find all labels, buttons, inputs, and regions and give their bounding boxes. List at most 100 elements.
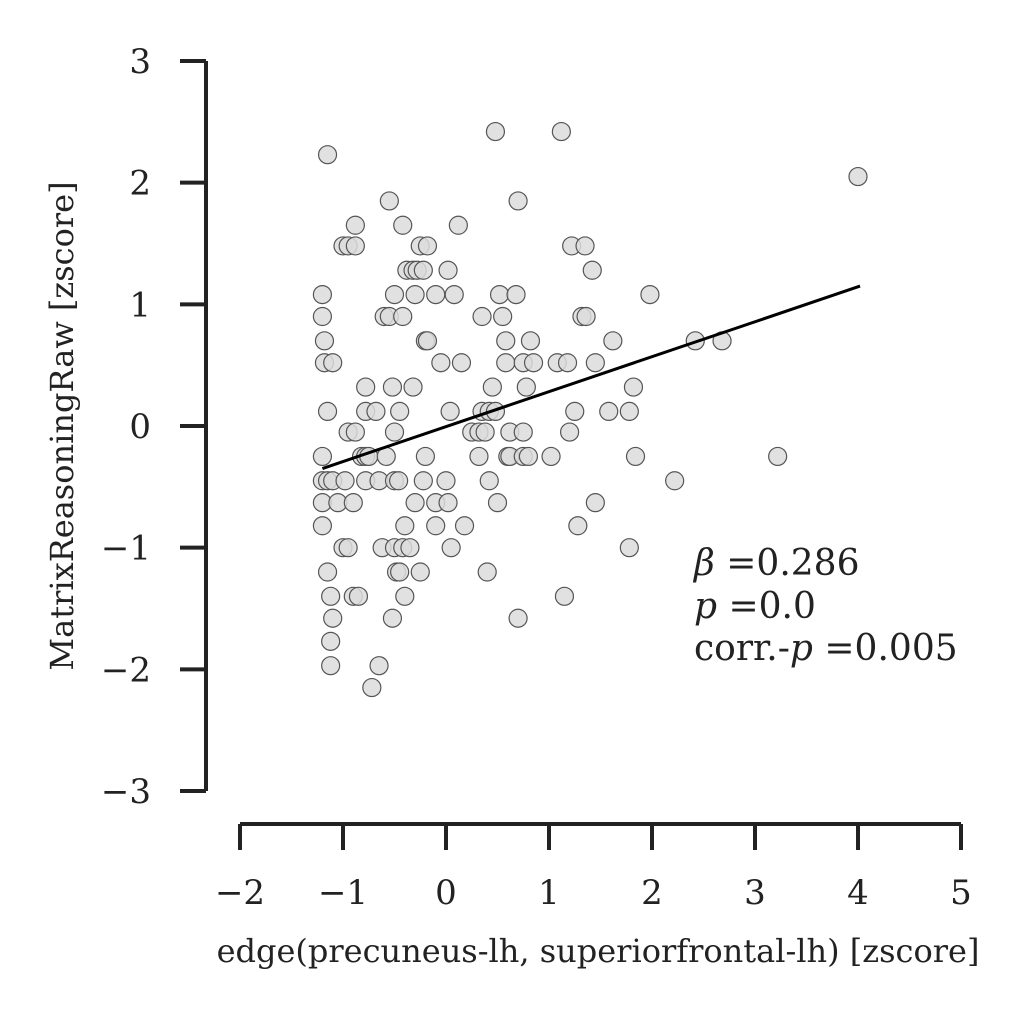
data-point xyxy=(438,493,458,513)
data-point xyxy=(599,401,619,421)
y-tick-label: −2 xyxy=(101,650,151,690)
data-point xyxy=(382,377,403,397)
data-point xyxy=(479,471,499,491)
data-point xyxy=(575,236,595,256)
data-point xyxy=(410,562,430,582)
data-point xyxy=(454,516,475,536)
data-point xyxy=(314,331,335,351)
data-point xyxy=(477,562,497,582)
data-point xyxy=(436,471,456,491)
data-points xyxy=(312,121,868,698)
x-ticks: −2 −1 0 1 2 3 4 5 xyxy=(215,824,972,913)
y-tick-label: 3 xyxy=(129,42,151,82)
data-point xyxy=(487,493,508,513)
data-point xyxy=(489,285,510,305)
stats-annotation: β =0.286 p =0.0 corr.-p =0.005 xyxy=(692,543,958,669)
data-point xyxy=(559,422,580,442)
data-point xyxy=(393,306,413,327)
y-axis: −3 −2 −1 0 1 2 3 xyxy=(101,42,208,812)
p-annotation: p =0.0 xyxy=(694,586,816,627)
data-point xyxy=(576,306,596,327)
data-point xyxy=(393,215,413,235)
data-point xyxy=(475,422,495,442)
data-point xyxy=(440,401,460,421)
data-point xyxy=(321,656,341,676)
data-point xyxy=(551,121,571,142)
data-point xyxy=(451,353,472,373)
y-ticks: −3 −2 −1 0 1 2 3 xyxy=(101,42,206,812)
data-point xyxy=(554,586,575,606)
data-point xyxy=(469,446,489,467)
data-point xyxy=(413,471,433,491)
beta-value: =0.286 xyxy=(715,543,860,584)
data-point xyxy=(317,145,338,165)
y-tick-label: 1 xyxy=(129,285,151,325)
y-tick-label: 0 xyxy=(129,407,151,447)
data-point xyxy=(557,353,578,373)
x-tick-label: 5 xyxy=(950,873,972,913)
data-point xyxy=(384,285,405,305)
data-point xyxy=(516,377,536,397)
data-point xyxy=(389,471,409,491)
y-axis-label: MatrixReasoningRaw [zscore] xyxy=(43,181,81,670)
data-point xyxy=(619,538,639,558)
data-point xyxy=(518,446,539,467)
data-point xyxy=(493,306,513,327)
x-tick-label: −2 xyxy=(215,873,265,913)
data-point xyxy=(472,306,492,327)
x-axis-label: edge(precuneus-lh, superiorfrontal-lh) [… xyxy=(217,932,980,970)
y-tick-label: −1 xyxy=(101,529,151,569)
data-point xyxy=(506,285,526,305)
data-point xyxy=(345,215,365,235)
data-point xyxy=(345,236,365,256)
y-tick-label: −3 xyxy=(101,772,151,812)
data-point xyxy=(417,331,438,351)
data-point xyxy=(312,285,332,305)
data-point xyxy=(362,677,382,698)
data-point xyxy=(317,401,338,421)
data-point xyxy=(335,471,355,491)
data-point xyxy=(438,260,458,280)
data-point xyxy=(323,608,343,628)
regression-line xyxy=(321,284,861,471)
data-point xyxy=(568,516,588,536)
data-point xyxy=(444,285,464,305)
data-point xyxy=(582,260,602,280)
data-point xyxy=(523,353,544,373)
corr-prefix: corr.- xyxy=(694,628,790,669)
data-point xyxy=(312,516,332,536)
data-point xyxy=(619,401,639,421)
data-point xyxy=(496,331,516,351)
x-tick-label: 2 xyxy=(641,873,663,913)
x-tick-label: 3 xyxy=(744,873,766,913)
data-point xyxy=(345,422,365,442)
data-point xyxy=(415,446,435,467)
data-point xyxy=(640,285,660,305)
data-point xyxy=(848,166,868,187)
data-point xyxy=(623,377,644,397)
data-point xyxy=(585,353,605,373)
corr-p-annotation: corr.-p =0.005 xyxy=(694,628,958,669)
data-point xyxy=(426,516,446,536)
data-point xyxy=(565,401,585,421)
data-point xyxy=(665,471,685,491)
data-point xyxy=(321,586,341,606)
p-symbol: p xyxy=(694,586,717,627)
data-point xyxy=(405,493,425,513)
data-point xyxy=(384,422,405,442)
data-point xyxy=(482,377,502,397)
data-point xyxy=(513,422,533,442)
x-tick-label: 4 xyxy=(847,873,869,913)
data-point xyxy=(369,656,389,676)
x-axis: −2 −1 0 1 2 3 4 5 xyxy=(215,822,972,913)
data-point xyxy=(417,236,438,256)
data-point xyxy=(323,353,343,373)
data-point xyxy=(441,538,461,558)
beta-annotation: β =0.286 xyxy=(692,543,859,584)
data-point xyxy=(390,562,410,582)
data-point xyxy=(508,608,528,628)
p-value: =0.0 xyxy=(717,586,816,627)
data-point xyxy=(603,331,623,351)
x-tick-label: 1 xyxy=(538,873,560,913)
